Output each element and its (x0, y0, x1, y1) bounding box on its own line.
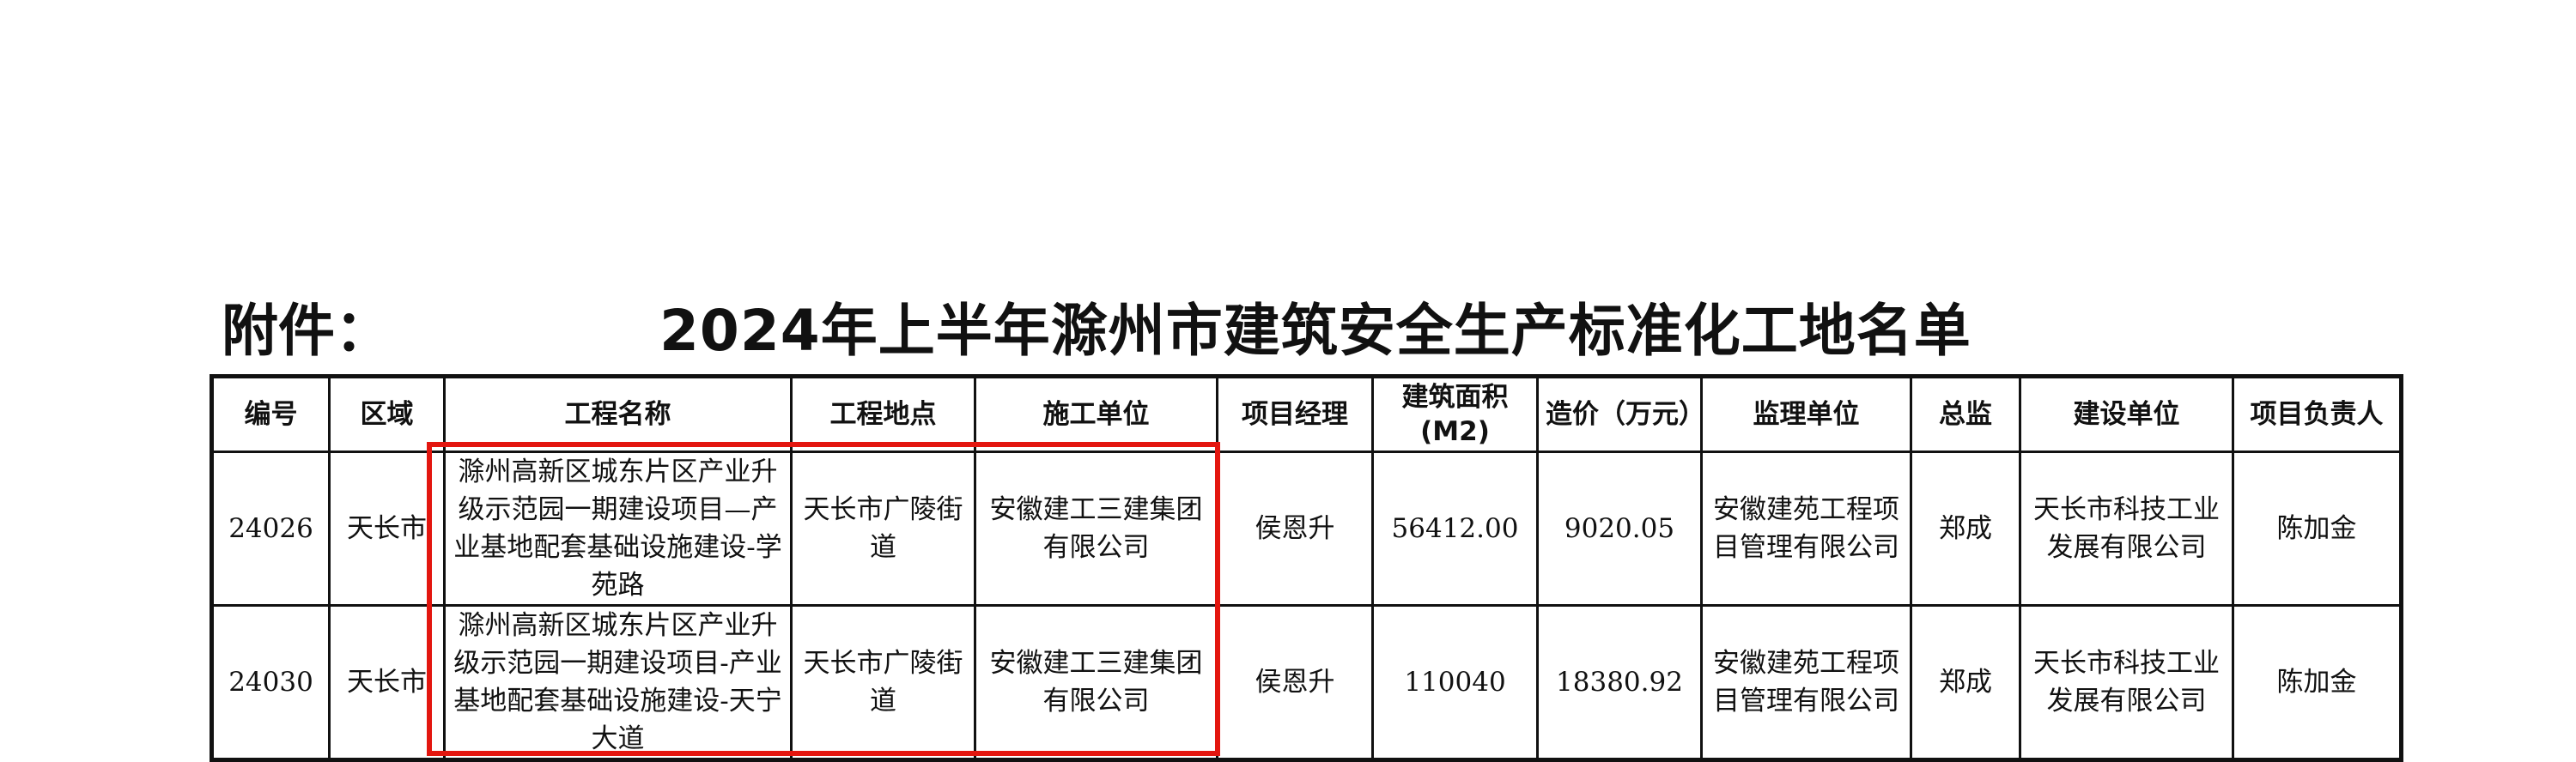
document-title: 2024年上半年滁州市建筑安全生产标准化工地名单 (659, 298, 1971, 364)
table-row: 24026 天长市 滁州高新区城东片区产业升级示范园一期建设项目—产业基地配套基… (210, 451, 2403, 607)
cell-cost: 9020.05 (1536, 451, 1703, 607)
col-header-contractor: 施工单位 (974, 375, 1218, 453)
cell-developer: 天长市科技工业发展有限公司 (2019, 451, 2234, 607)
table-header-row: 编号 区域 工程名称 工程地点 施工单位 项目经理 建筑面积(M2) 造价（万元… (210, 375, 2403, 453)
cell-cost: 18380.92 (1536, 604, 1703, 761)
cell-owner-lead: 陈加金 (2232, 604, 2403, 761)
cell-building-area: 56412.00 (1371, 451, 1539, 607)
cell-supervisor: 安徽建苑工程项目管理有限公司 (1700, 451, 1912, 607)
cell-id: 24030 (210, 604, 331, 761)
col-header-building-area: 建筑面积(M2) (1371, 375, 1539, 453)
col-header-supervisor: 监理单位 (1700, 375, 1912, 453)
cell-developer: 天长市科技工业发展有限公司 (2019, 604, 2234, 761)
cell-area: 天长市 (328, 604, 446, 761)
col-header-id: 编号 (210, 375, 331, 453)
cell-supervisor: 安徽建苑工程项目管理有限公司 (1700, 604, 1912, 761)
cell-chief-supervisor: 郑成 (1910, 451, 2021, 607)
table-row: 24030 天长市 滁州高新区城东片区产业升级示范园一期建设项目-产业基地配套基… (210, 604, 2403, 761)
cell-area: 天长市 (328, 451, 446, 607)
site-list-table: 编号 区域 工程名称 工程地点 施工单位 项目经理 建筑面积(M2) 造价（万元… (210, 374, 2403, 762)
cell-name: 滁州高新区城东片区产业升级示范园一期建设项目—产业基地配套基础设施建设-学苑路 (443, 451, 793, 607)
cell-id: 24026 (210, 451, 331, 607)
col-header-cost: 造价（万元） (1536, 375, 1705, 453)
col-header-developer: 建设单位 (2019, 375, 2234, 453)
col-header-location: 工程地点 (790, 375, 976, 453)
cell-contractor: 安徽建工三建集团有限公司 (974, 604, 1218, 761)
cell-location: 天长市广陵街道 (790, 451, 976, 607)
cell-manager: 侯恩升 (1216, 604, 1374, 761)
cell-name: 滁州高新区城东片区产业升级示范园一期建设项目-产业基地配套基础设施建设-天宁大道 (443, 604, 793, 761)
col-header-owner-lead: 项目负责人 (2232, 375, 2403, 453)
cell-owner-lead: 陈加金 (2232, 451, 2403, 607)
col-header-name: 工程名称 (443, 375, 793, 453)
cell-chief-supervisor: 郑成 (1910, 604, 2021, 761)
cell-location: 天长市广陵街道 (790, 604, 976, 761)
col-header-chief-supervisor: 总监 (1910, 375, 2021, 453)
cell-manager: 侯恩升 (1216, 451, 1374, 607)
attachment-label: 附件： (222, 298, 392, 364)
col-header-area: 区域 (328, 375, 446, 453)
cell-contractor: 安徽建工三建集团有限公司 (974, 451, 1218, 607)
col-header-manager: 项目经理 (1216, 375, 1374, 453)
cell-building-area: 110040 (1371, 604, 1539, 761)
